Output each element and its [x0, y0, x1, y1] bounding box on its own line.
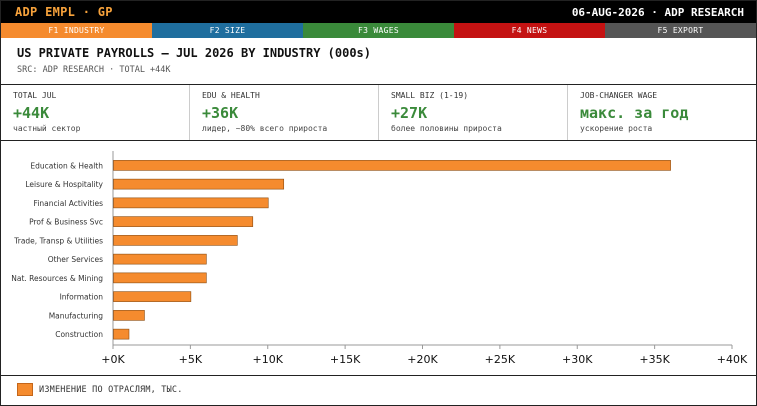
stat-caption: лидер, ~80% всего прироста [202, 124, 328, 133]
bar [113, 197, 269, 209]
fkey-label: F5 EXPORT [657, 26, 704, 35]
chart-legend: ИЗМЕНЕНИЕ ПО ОТРАСЛЯМ, ТЫС. [17, 383, 183, 396]
category-label: Construction [55, 330, 103, 339]
app-title: ADP EMPL · GP [15, 5, 113, 19]
category-label: Leisure & Hospitality [25, 180, 103, 189]
stat-caption: более половины прироста [391, 124, 502, 133]
stat-label: TOTAL JUL [13, 91, 57, 100]
category-label: Other Services [48, 255, 103, 264]
x-tick-label: +35K [639, 353, 670, 366]
bar [113, 216, 254, 227]
bar [113, 291, 192, 302]
bar [113, 310, 145, 321]
fkey-wages-tab[interactable]: F3 WAGES [303, 23, 454, 38]
page-header: US PRIVATE PAYROLLS — JUL 2026 BY INDUST… [1, 38, 756, 85]
stat-card-job-changer-wage: JOB-CHANGER WAGE макс. за год ускорение … [568, 85, 756, 140]
stats-row: TOTAL JUL +44K частный сектор EDU & HEAL… [1, 85, 756, 141]
x-tick-label: +5K [179, 353, 203, 366]
stat-label: SMALL BIZ (1-19) [391, 91, 469, 100]
stat-card-edu-health: EDU & HEALTH +36K лидер, ~80% всего прир… [190, 85, 379, 140]
legend-swatch [17, 383, 33, 396]
category-label: Trade, Transp & Utilities [13, 236, 103, 245]
stat-card-small-biz: SMALL BIZ (1-19) +27K более половины при… [379, 85, 568, 140]
industry-bar-chart: Education & Health Leisure & Hospitality F… [11, 151, 748, 366]
bar [113, 328, 130, 340]
page-title: US PRIVATE PAYROLLS — JUL 2026 BY INDUST… [17, 46, 372, 60]
fkey-size-tab[interactable]: F2 SIZE [152, 23, 303, 38]
stat-card-total: TOTAL JUL +44K частный сектор [1, 85, 190, 140]
fkey-export-tab[interactable]: F5 EXPORT [605, 23, 756, 38]
x-tick-label: +10K [253, 353, 284, 366]
fkey-industry-tab[interactable]: F1 INDUSTRY [1, 23, 152, 38]
fkey-label: F3 WAGES [358, 26, 399, 35]
category-label: Nat. Resources & Mining [11, 274, 103, 283]
fkey-news-tab[interactable]: F4 NEWS [454, 23, 605, 38]
stat-value: +36K [202, 104, 239, 122]
stat-value: +27K [391, 104, 428, 122]
stat-value: макс. за год [580, 104, 689, 122]
category-label: Manufacturing [49, 311, 104, 320]
page-subtitle: SRC: ADP RESEARCH · TOTAL +44K [17, 65, 171, 75]
category-label: Financial Activities [34, 199, 104, 208]
industry-chart-panel: Education & Health Leisure & Hospitality F… [1, 141, 756, 376]
stat-label: JOB-CHANGER WAGE [580, 91, 658, 100]
bar [113, 160, 671, 171]
terminal-top-bar: ADP EMPL · GP 06-AUG-2026 · ADP RESEARCH [1, 1, 756, 23]
bar [113, 235, 238, 246]
x-tick-label: +30K [562, 353, 593, 366]
category-label: Prof & Business Svc [29, 218, 103, 227]
category-label: Information [60, 293, 104, 302]
x-tick-label: +40K [717, 353, 748, 366]
stat-caption: ускорение роста [580, 124, 653, 133]
category-label: Education & Health [30, 161, 103, 170]
x-tick-label: +0K [101, 353, 125, 366]
fkey-label: F2 SIZE [209, 26, 246, 35]
legend-label: ИЗМЕНЕНИЕ ПО ОТРАСЛЯМ, ТЫС. [39, 384, 183, 395]
bar [113, 253, 207, 265]
bar [113, 178, 285, 190]
stat-value: +44K [13, 104, 50, 122]
x-tick-label: +20K [407, 353, 438, 366]
x-tick-label: +25K [485, 353, 516, 366]
stat-caption: частный сектор [13, 124, 81, 133]
stat-label: EDU & HEALTH [202, 91, 260, 100]
bar [113, 272, 207, 284]
x-tick-label: +15K [330, 353, 361, 366]
function-key-bar: F1 INDUSTRY F2 SIZE F3 WAGES F4 NEWS F5 … [1, 23, 756, 38]
fkey-label: F1 INDUSTRY [48, 26, 105, 35]
date-source-label: 06-AUG-2026 · ADP RESEARCH [571, 6, 744, 19]
fkey-label: F4 NEWS [511, 26, 548, 35]
